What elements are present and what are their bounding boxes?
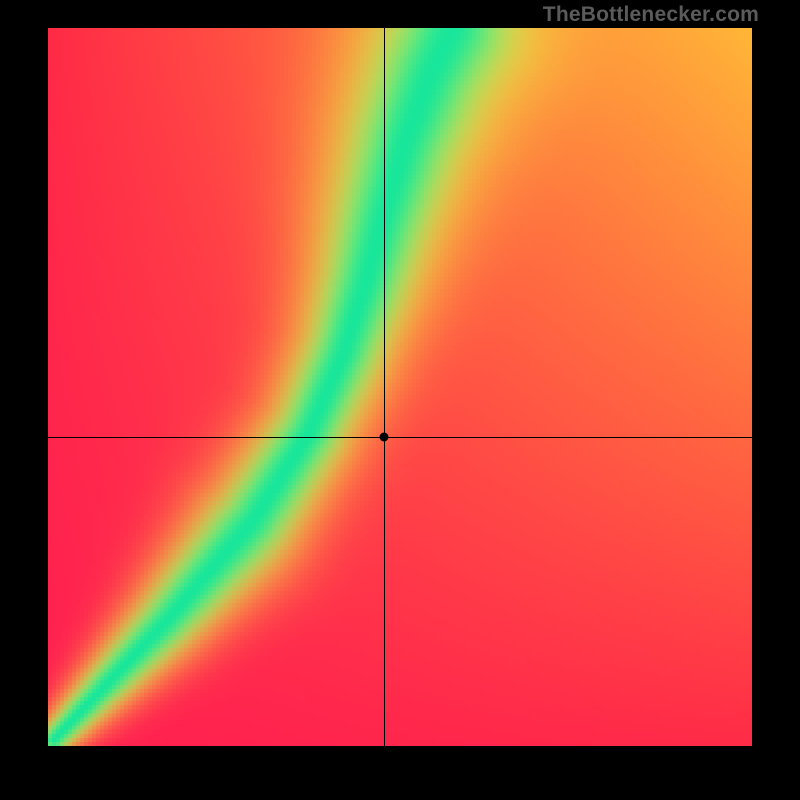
crosshair-dot	[379, 433, 388, 442]
heatmap-plot-area	[48, 28, 752, 746]
crosshair-horizontal	[48, 437, 752, 438]
watermark-text: TheBottlenecker.com	[543, 3, 759, 27]
crosshair-vertical	[384, 28, 385, 746]
heatmap-canvas	[48, 28, 752, 746]
